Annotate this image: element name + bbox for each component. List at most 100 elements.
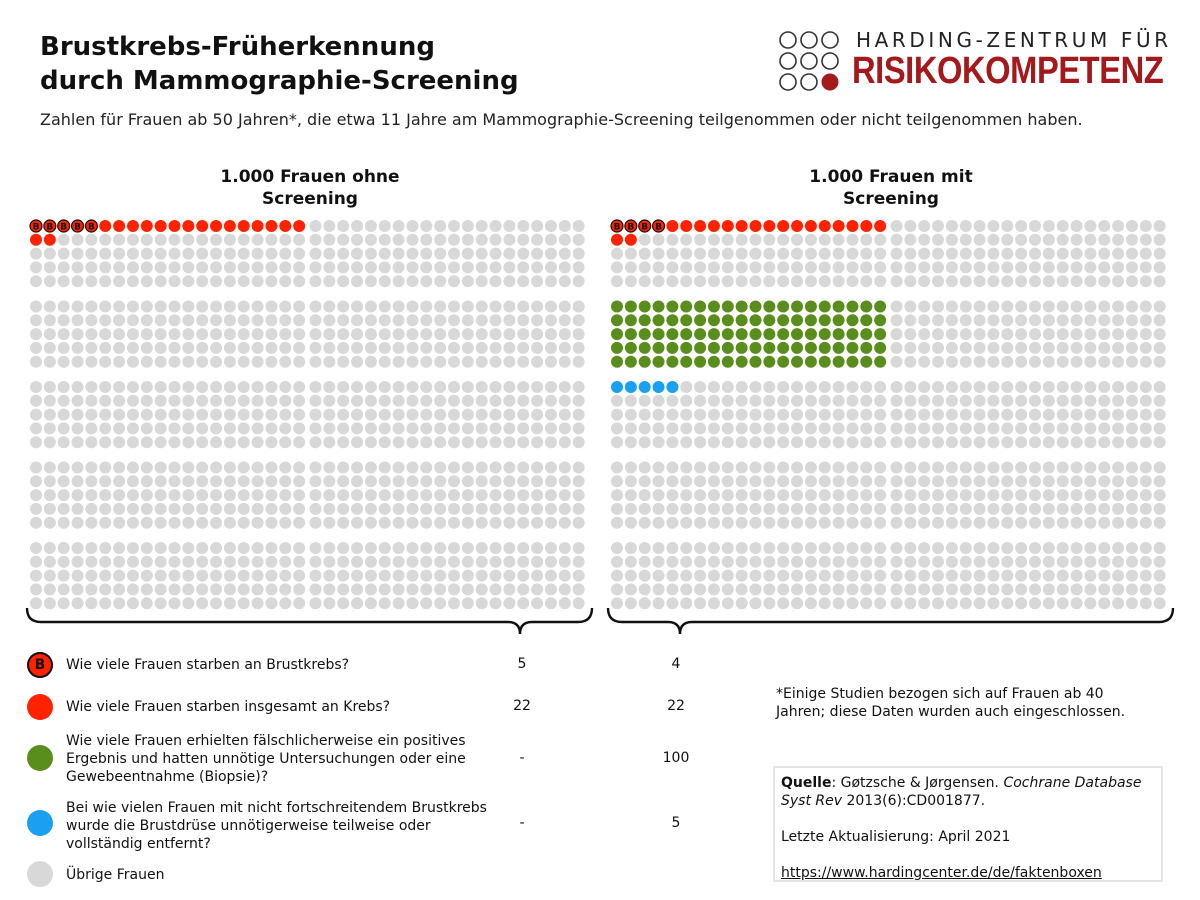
icon-other [1001, 422, 1014, 435]
icon-other [1056, 516, 1069, 529]
icon-other [43, 542, 56, 554]
icon-other [777, 597, 790, 610]
icon-other [1070, 341, 1083, 354]
icon-other [489, 555, 502, 568]
icon-other [707, 461, 720, 474]
icon-other [293, 300, 306, 313]
icon-other [973, 341, 986, 354]
icon-other [945, 569, 958, 582]
icon-false-positive [694, 314, 707, 327]
icon-other [182, 436, 195, 449]
icon-other [749, 555, 762, 568]
icon-other [420, 436, 433, 449]
icon-other [735, 597, 748, 610]
source-link[interactable]: https://www.hardingcenter.de/de/faktenbo… [781, 865, 1102, 881]
icon-other [932, 381, 945, 393]
icon-other [265, 328, 278, 341]
icon-other [237, 314, 250, 327]
icon-other [71, 542, 84, 554]
icon-other [832, 461, 845, 474]
last-updated: Letzte Aktualisierung: April 2021 [781, 829, 1011, 845]
icon-false-positive [666, 300, 679, 313]
icon-other [846, 461, 859, 474]
icon-other [707, 436, 720, 449]
source-label: Quelle [781, 775, 832, 791]
icon-other [461, 516, 474, 529]
icon-other [1153, 261, 1166, 274]
icon-other [351, 436, 364, 449]
icon-other [406, 394, 419, 407]
icon-other [126, 381, 139, 393]
icon-other [544, 583, 557, 596]
icon-other [434, 542, 447, 554]
icon-other [544, 408, 557, 421]
icon-other [531, 542, 544, 554]
icon-other [140, 516, 153, 529]
value-without-overtreatment: - [519, 815, 525, 831]
icon-other [694, 502, 707, 515]
icon-other [1056, 328, 1069, 341]
icon-other [43, 314, 56, 327]
icon-other [517, 300, 530, 313]
icon-other [918, 275, 931, 288]
icon-other [544, 220, 557, 232]
icon-other [1015, 542, 1028, 554]
icon-other [489, 341, 502, 354]
icon-marker-letter: B [641, 223, 648, 233]
icon-other [503, 461, 516, 474]
icon-other [85, 300, 98, 313]
icon-other [1112, 502, 1125, 515]
icon-false-positive [666, 328, 679, 341]
icon-other [945, 408, 958, 421]
icon-other [251, 233, 264, 246]
icon-other [1125, 422, 1138, 435]
icon-false-positive [638, 314, 651, 327]
icon-other [791, 247, 804, 260]
icon-other [918, 461, 931, 474]
icon-other [777, 381, 790, 393]
icon-other [1070, 220, 1083, 232]
icon-other [1029, 381, 1041, 393]
icon-other [558, 422, 571, 435]
icon-breast-cancer-death [29, 219, 43, 233]
icon-other [99, 341, 112, 354]
icon-other [735, 475, 748, 488]
icon-other [30, 314, 42, 327]
icon-other [890, 597, 903, 610]
icon-cancer-death [113, 220, 126, 232]
icon-other [168, 381, 181, 393]
icon-other [890, 275, 903, 288]
icon-other [461, 328, 474, 341]
icon-other [932, 542, 945, 554]
icon-other [558, 489, 571, 502]
icon-other [791, 569, 804, 582]
icon-other [351, 597, 364, 610]
icon-other [874, 408, 887, 421]
icon-other [832, 489, 845, 502]
icon-other [945, 341, 958, 354]
icon-other [1098, 275, 1111, 288]
icon-other [1029, 489, 1041, 502]
icon-other [461, 381, 474, 393]
icon-other [763, 247, 776, 260]
icon-other [1029, 394, 1041, 407]
icon-marker-letter: B [655, 223, 662, 233]
icon-other [1084, 261, 1097, 274]
icon-other [918, 381, 931, 393]
icon-other [406, 300, 419, 313]
icon-other [210, 542, 223, 554]
icon-other [406, 516, 419, 529]
icon-other [364, 422, 377, 435]
icon-other [448, 300, 460, 313]
icon-other [57, 381, 70, 393]
icon-other [237, 542, 250, 554]
icon-other [1153, 314, 1166, 327]
icon-other [959, 597, 972, 610]
icon-other [1056, 300, 1069, 313]
icon-other [154, 408, 167, 421]
icon-other [168, 275, 181, 288]
icon-cancer-death [196, 220, 209, 232]
icon-other [860, 422, 873, 435]
icon-other [638, 475, 651, 488]
icon-other [293, 408, 306, 421]
